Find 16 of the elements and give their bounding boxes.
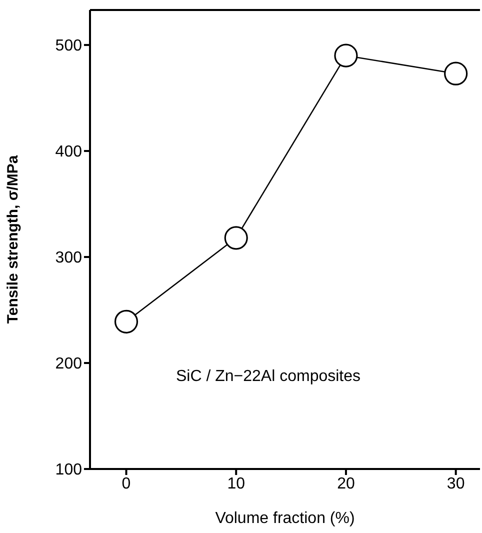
point [444, 62, 468, 86]
point [224, 226, 248, 250]
y-tick-label: 200 [55, 356, 82, 373]
y-tick-label: 400 [55, 144, 82, 161]
y-tick-label: 500 [55, 38, 82, 55]
x-tick-label: 30 [446, 475, 465, 492]
x-tick-label: 0 [122, 475, 131, 492]
y-tick-label: 100 [55, 462, 82, 479]
annotation: SiC / Zn−22Al composites [176, 368, 361, 386]
y-tick-label: 300 [55, 250, 82, 267]
point [334, 44, 358, 68]
point [114, 310, 138, 334]
x-axis-title: Volume fraction (%) [215, 510, 355, 527]
x-tick-label: 10 [227, 475, 246, 492]
x-tick-label: 20 [337, 475, 355, 492]
y-axis-title: Tensile strength, σ/MPa [4, 154, 22, 324]
